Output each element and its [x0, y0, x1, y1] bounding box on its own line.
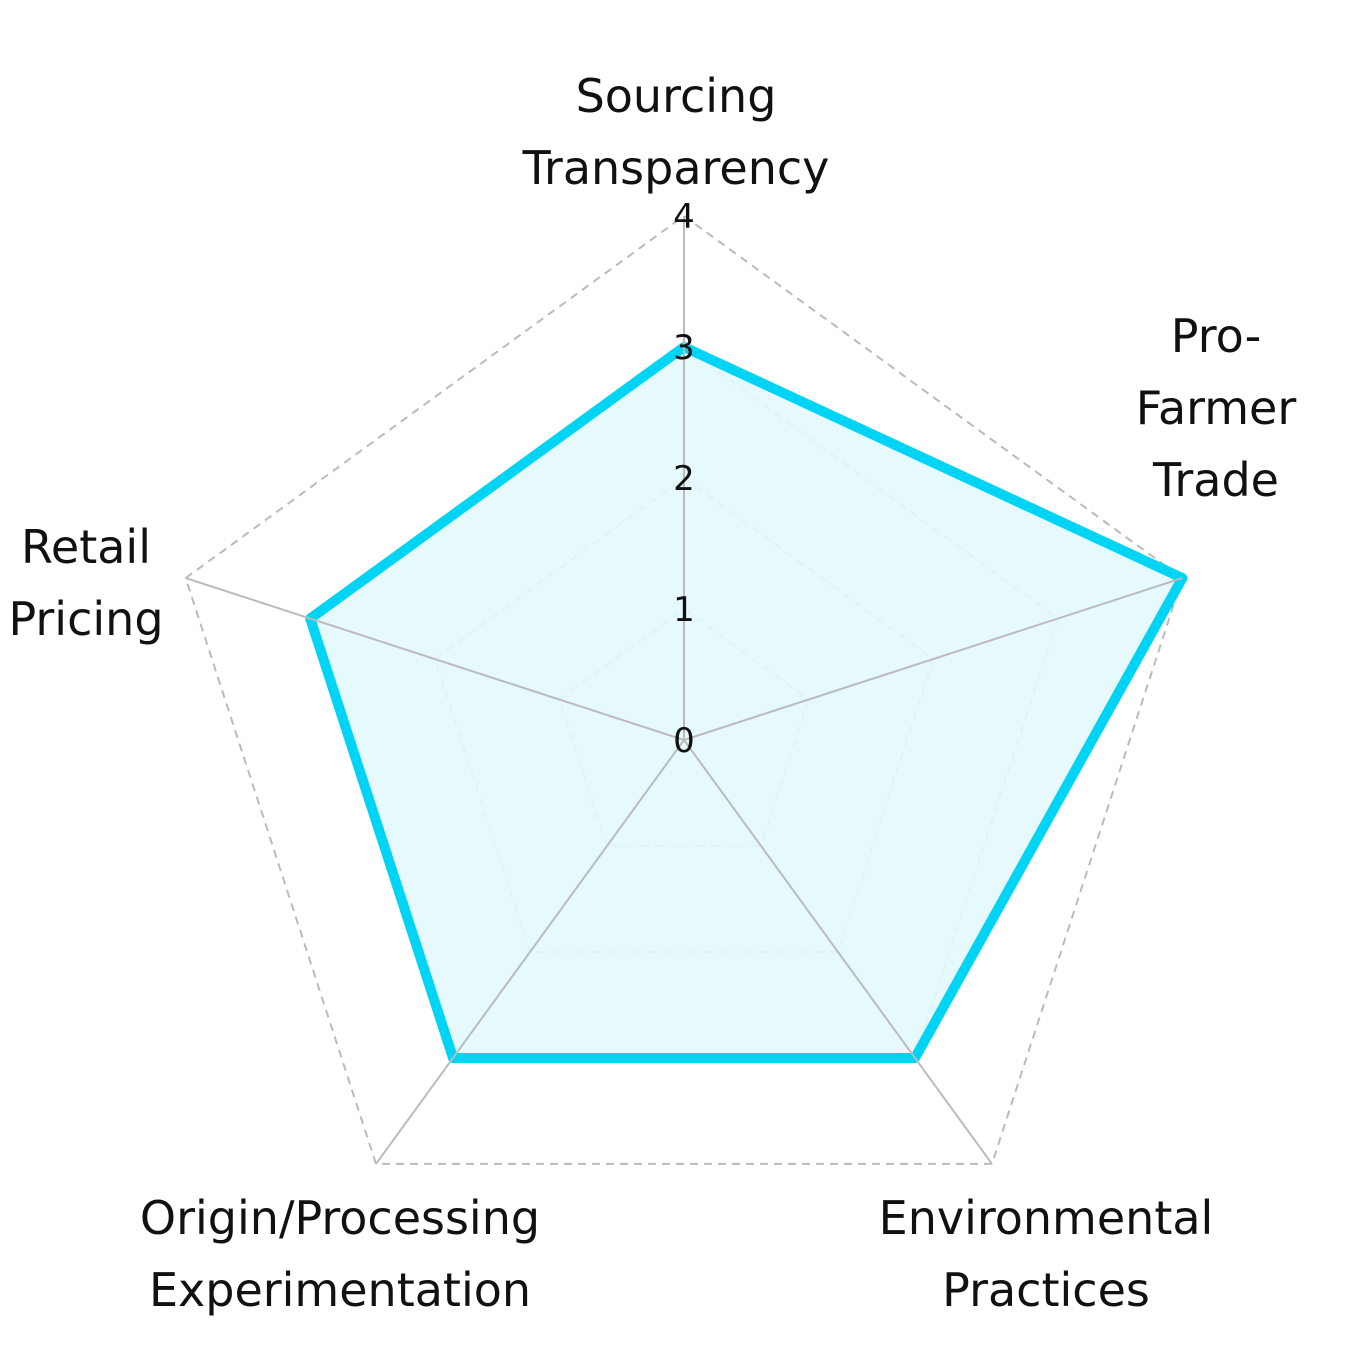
grid-ring-4: [184, 214, 1184, 1165]
spoke: [683, 739, 993, 1165]
radar-spokes: [185, 216, 1183, 1165]
tick-label: 2: [673, 459, 695, 499]
axis-label: Pro-Farmer Trade: [1136, 309, 1297, 507]
axis-label: Retail Pricing: [8, 520, 163, 646]
spoke: [185, 577, 685, 741]
radar-tick-labels: 0 1 2 3 4: [673, 197, 695, 761]
tick-label: 1: [673, 590, 695, 630]
axis-label: Sourcing Transparency: [522, 69, 830, 195]
tick-label: 3: [673, 328, 695, 368]
axis-label: Environmental Practices: [879, 1191, 1214, 1317]
tick-label: 4: [673, 197, 695, 237]
spoke: [375, 739, 685, 1165]
radar-series: [305, 342, 1188, 1063]
spoke: [683, 577, 1183, 741]
series-fill: [310, 347, 1183, 1058]
radar-axis-labels: Sourcing Transparency Pro-Farmer Trade Envir…: [8, 69, 1296, 1317]
series-line: [305, 342, 1188, 1063]
axis-label: Origin/Processing Experimentation: [140, 1191, 540, 1317]
tick-label: 0: [673, 721, 695, 761]
